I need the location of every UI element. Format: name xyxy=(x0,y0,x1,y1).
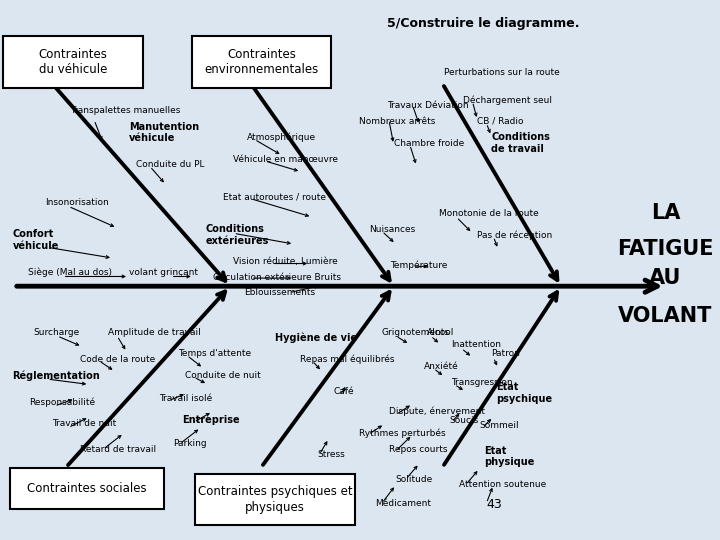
Text: Stress: Stress xyxy=(317,450,345,459)
Text: Entreprise: Entreprise xyxy=(183,415,240,425)
Text: Repos courts: Repos courts xyxy=(389,445,447,454)
Text: Nuisances: Nuisances xyxy=(369,225,415,234)
Text: Anxiété: Anxiété xyxy=(423,362,459,370)
Text: Responsabilité: Responsabilité xyxy=(30,397,95,407)
Text: Parking: Parking xyxy=(173,440,207,448)
FancyBboxPatch shape xyxy=(11,468,163,509)
Text: 5/Construire le diagramme.: 5/Construire le diagramme. xyxy=(387,17,580,30)
Text: Confort
véhicule: Confort véhicule xyxy=(12,230,59,251)
Text: Déchargement seul: Déchargement seul xyxy=(464,95,552,105)
Text: Véhicule en manœuvre: Véhicule en manœuvre xyxy=(233,155,338,164)
Text: FATIGUE: FATIGUE xyxy=(617,239,714,260)
Text: Conduite du PL: Conduite du PL xyxy=(136,160,204,169)
Text: Médicament: Médicament xyxy=(375,499,431,508)
Text: Conditions
de travail: Conditions de travail xyxy=(491,132,550,154)
Text: Alcool: Alcool xyxy=(426,328,454,336)
Text: LA: LA xyxy=(651,203,680,224)
Text: Circulation extérieure Bruits: Circulation extérieure Bruits xyxy=(212,273,341,281)
FancyBboxPatch shape xyxy=(192,36,331,87)
Text: Conditions
extérieures: Conditions extérieures xyxy=(206,224,269,246)
Text: Dispute, énervement: Dispute, énervement xyxy=(389,407,485,416)
Text: Etat autoroutes / route: Etat autoroutes / route xyxy=(223,193,326,201)
Text: Solitude: Solitude xyxy=(396,475,433,484)
Text: Retard de travail: Retard de travail xyxy=(80,445,156,454)
Text: Chambre froide: Chambre froide xyxy=(394,139,464,147)
Text: Etat
physique: Etat physique xyxy=(485,446,535,467)
Text: AU: AU xyxy=(649,268,682,288)
Text: 43: 43 xyxy=(487,498,502,511)
Text: Attention soutenue: Attention soutenue xyxy=(459,481,546,489)
Text: Contraintes
environnementales: Contraintes environnementales xyxy=(204,48,318,76)
Text: Travail de nuit: Travail de nuit xyxy=(53,420,117,428)
Text: Réglementation: Réglementation xyxy=(12,370,100,381)
Text: volant grinçant: volant grinçant xyxy=(129,268,198,277)
Text: Surcharge: Surcharge xyxy=(33,328,80,336)
FancyBboxPatch shape xyxy=(195,474,356,525)
Text: Insonorisation: Insonorisation xyxy=(45,198,109,207)
Text: Soucis: Soucis xyxy=(449,416,479,424)
Text: Transgression: Transgression xyxy=(451,378,513,387)
Text: Pas de réception: Pas de réception xyxy=(477,230,552,240)
Text: Rythmes perturbés: Rythmes perturbés xyxy=(359,428,446,438)
Text: Inattention: Inattention xyxy=(451,340,502,349)
Text: Siège (Mal au dos): Siège (Mal au dos) xyxy=(28,268,112,278)
Text: Travaux Déviation: Travaux Déviation xyxy=(387,101,469,110)
Text: Conduite de nuit: Conduite de nuit xyxy=(184,371,261,380)
Text: Éblouissements: Éblouissements xyxy=(244,288,315,297)
Text: VOLANT: VOLANT xyxy=(618,306,713,326)
Text: Sommeil: Sommeil xyxy=(480,421,519,430)
Text: Contraintes
du véhicule: Contraintes du véhicule xyxy=(39,48,107,76)
Text: Repas mal équilibrés: Repas mal équilibrés xyxy=(300,354,394,364)
Text: Contraintes psychiques et
physiques: Contraintes psychiques et physiques xyxy=(198,485,353,514)
Text: Manutention
véhicule: Manutention véhicule xyxy=(129,122,199,143)
FancyBboxPatch shape xyxy=(4,36,143,87)
Text: Code de la route: Code de la route xyxy=(80,355,156,363)
Text: Transpalettes manuelles: Transpalettes manuelles xyxy=(70,106,180,115)
Text: Etat
psychique: Etat psychique xyxy=(496,382,552,404)
Text: Travail isolé: Travail isolé xyxy=(159,394,212,403)
Text: Temps d'attente: Temps d'attente xyxy=(178,349,251,358)
Text: Température: Température xyxy=(390,261,448,271)
Text: Hygiène de vie: Hygiène de vie xyxy=(275,332,357,343)
Text: Grignotements: Grignotements xyxy=(382,328,450,336)
Text: Monotonie de la route: Monotonie de la route xyxy=(439,209,539,218)
Text: Contraintes sociales: Contraintes sociales xyxy=(27,482,147,495)
Text: Vision réduite, Lumière: Vision réduite, Lumière xyxy=(233,258,338,266)
Text: CB / Radio: CB / Radio xyxy=(477,117,524,126)
Text: Atmosphérique: Atmosphérique xyxy=(248,133,317,143)
Text: Patron: Patron xyxy=(491,349,520,358)
Text: Nombreux arrêts: Nombreux arrêts xyxy=(359,117,436,126)
Text: Perturbations sur la route: Perturbations sur la route xyxy=(444,69,559,77)
Text: Café: Café xyxy=(333,387,354,396)
Text: Amplitude de travail: Amplitude de travail xyxy=(108,328,201,336)
